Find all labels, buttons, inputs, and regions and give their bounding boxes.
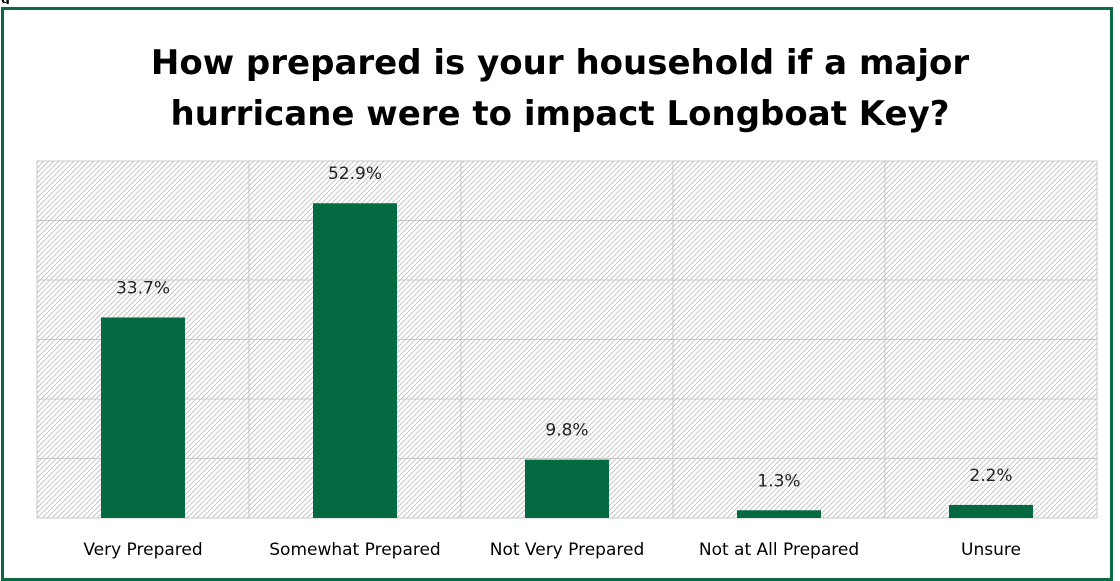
category-label: Very Prepared (83, 540, 202, 560)
chart-title: How prepared is your household if a majo… (150, 43, 970, 134)
data-label: 1.3% (757, 471, 800, 491)
data-label: 9.8% (545, 421, 588, 441)
bar (313, 203, 397, 518)
bar (737, 510, 821, 518)
category-label: Somewhat Prepared (269, 540, 440, 560)
category-label: Not at All Prepared (699, 540, 859, 560)
data-labels: 33.7% 52.9% 9.8% 1.3% 2.2% (116, 164, 1013, 491)
category-label: Unsure (961, 540, 1021, 560)
bar (101, 317, 185, 518)
bar (949, 504, 1033, 518)
bars (101, 203, 1033, 518)
data-label: 33.7% (116, 278, 170, 298)
data-label: 2.2% (969, 466, 1012, 486)
category-label: Not Very Prepared (490, 540, 645, 560)
bar (525, 459, 609, 518)
grid (36, 160, 1098, 519)
corner-mark: g (1, 0, 10, 4)
category-labels: Very Prepared Somewhat Prepared Not Very P… (83, 540, 1021, 560)
data-label: 52.9% (328, 164, 382, 184)
